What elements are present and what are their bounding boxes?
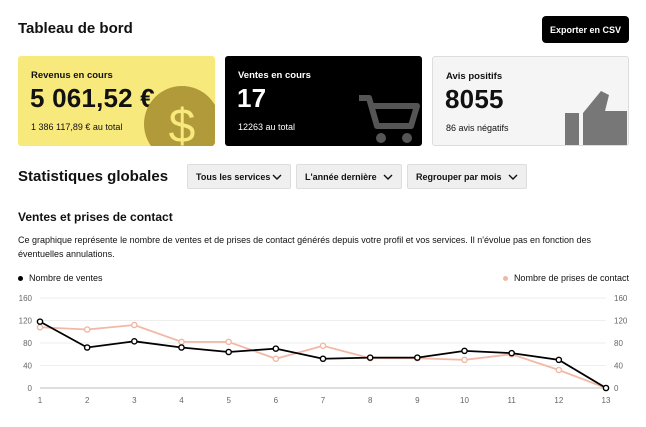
y-tick-label-left: 160 xyxy=(19,294,33,303)
period-filter-select[interactable]: L'année dernière xyxy=(296,164,402,189)
thumbs-up-icon xyxy=(565,91,627,145)
chevron-down-icon xyxy=(272,174,282,180)
x-tick-label: 4 xyxy=(179,396,184,405)
x-tick-label: 6 xyxy=(274,396,279,405)
negative-reviews-count: 86 avis négatifs xyxy=(446,123,509,133)
data-point-contacts xyxy=(319,342,327,350)
legend-sales[interactable]: Nombre de ventes xyxy=(18,273,103,283)
y-tick-label-right: 80 xyxy=(614,339,623,348)
y-tick-label-right: 0 xyxy=(614,384,619,393)
x-tick-label: 12 xyxy=(554,396,563,405)
sales-card: Ventes en cours 17 12263 au total xyxy=(225,56,422,146)
x-tick-label: 8 xyxy=(368,396,373,405)
x-tick-label: 10 xyxy=(460,396,469,405)
positive-card-title: Avis positifs xyxy=(446,71,503,82)
chevron-down-icon xyxy=(508,174,518,180)
x-tick-label: 9 xyxy=(415,396,420,405)
sales-card-title: Ventes en cours xyxy=(238,70,311,81)
grouping-filter-value: Regrouper par mois xyxy=(416,171,502,182)
global-stats-title: Statistiques globales xyxy=(18,168,169,185)
sales-current-value: 17 xyxy=(237,83,267,113)
positive-reviews-card: Avis positifs 8055 86 avis négatifs xyxy=(432,56,629,146)
page-title: Tableau de bord xyxy=(18,20,133,37)
revenue-current-value: 5 061,52 € xyxy=(30,83,155,113)
x-tick-label: 13 xyxy=(602,396,611,405)
data-point-contacts xyxy=(225,338,232,346)
y-tick-label-right: 160 xyxy=(614,294,628,303)
grouping-filter-select[interactable]: Regrouper par mois xyxy=(407,164,527,189)
positive-reviews-value: 8055 xyxy=(445,84,504,114)
data-point-sales xyxy=(272,345,280,352)
y-tick-label-left: 80 xyxy=(23,339,32,348)
legend-contacts-marker xyxy=(502,275,508,281)
data-point-contacts xyxy=(131,321,138,329)
data-point-sales xyxy=(555,356,563,364)
data-point-sales xyxy=(366,354,374,361)
services-filter-value: Tous les services xyxy=(196,171,271,182)
sales-total: 12263 au total xyxy=(238,122,296,132)
data-point-sales xyxy=(319,355,327,363)
data-point-contacts xyxy=(461,356,468,364)
legend-contacts-label: Nombre de prises de contact xyxy=(513,273,629,283)
data-point-contacts xyxy=(83,326,91,333)
data-point-sales xyxy=(602,384,610,392)
chart-title: Ventes et prises de contact xyxy=(18,210,173,224)
y-tick-label-left: 0 xyxy=(28,384,33,393)
period-filter-value: L'année dernière xyxy=(305,171,377,182)
series-line-sales xyxy=(39,320,607,389)
data-point-sales xyxy=(36,318,44,325)
services-filter-select[interactable]: Tous les services xyxy=(187,164,291,189)
data-point-contacts xyxy=(36,323,44,331)
export-csv-button[interactable]: Exporter en CSV xyxy=(542,16,629,43)
x-tick-label: 3 xyxy=(132,396,137,405)
data-point-sales xyxy=(131,338,138,345)
x-tick-label: 1 xyxy=(38,396,43,405)
x-tick-label: 11 xyxy=(508,396,517,405)
data-point-contacts xyxy=(555,366,563,374)
data-point-sales xyxy=(414,354,421,361)
data-point-sales xyxy=(225,348,232,356)
x-tick-label: 7 xyxy=(321,396,326,405)
revenue-card-title: Revenus en cours xyxy=(31,70,113,81)
x-tick-label: 2 xyxy=(85,396,90,405)
y-tick-label-right: 40 xyxy=(614,362,623,371)
chevron-down-icon xyxy=(383,174,393,180)
y-tick-label-left: 40 xyxy=(23,362,32,371)
revenue-total: 1 386 117,89 € au total xyxy=(31,122,123,132)
revenue-card: Revenus en cours 5 061,52 € 1 386 117,89… xyxy=(18,56,215,146)
svg-text:$: $ xyxy=(169,100,196,146)
legend-sales-label: Nombre de ventes xyxy=(29,273,103,283)
legend-contacts[interactable]: Nombre de prises de contact xyxy=(502,273,629,283)
data-point-sales xyxy=(508,349,515,357)
legend-sales-marker xyxy=(18,275,23,281)
x-tick-label: 5 xyxy=(226,396,231,405)
shopping-cart-icon xyxy=(359,95,420,143)
data-point-contacts xyxy=(272,355,280,363)
chart-description: Ce graphique représente le nombre de ven… xyxy=(18,235,592,259)
data-point-sales xyxy=(178,344,185,351)
data-point-sales xyxy=(83,344,91,351)
y-tick-label-left: 120 xyxy=(19,317,33,326)
data-point-sales xyxy=(461,347,468,355)
y-tick-label-right: 120 xyxy=(614,317,628,326)
data-point-contacts xyxy=(178,338,185,346)
dollar-coin-icon: $ xyxy=(144,86,215,146)
